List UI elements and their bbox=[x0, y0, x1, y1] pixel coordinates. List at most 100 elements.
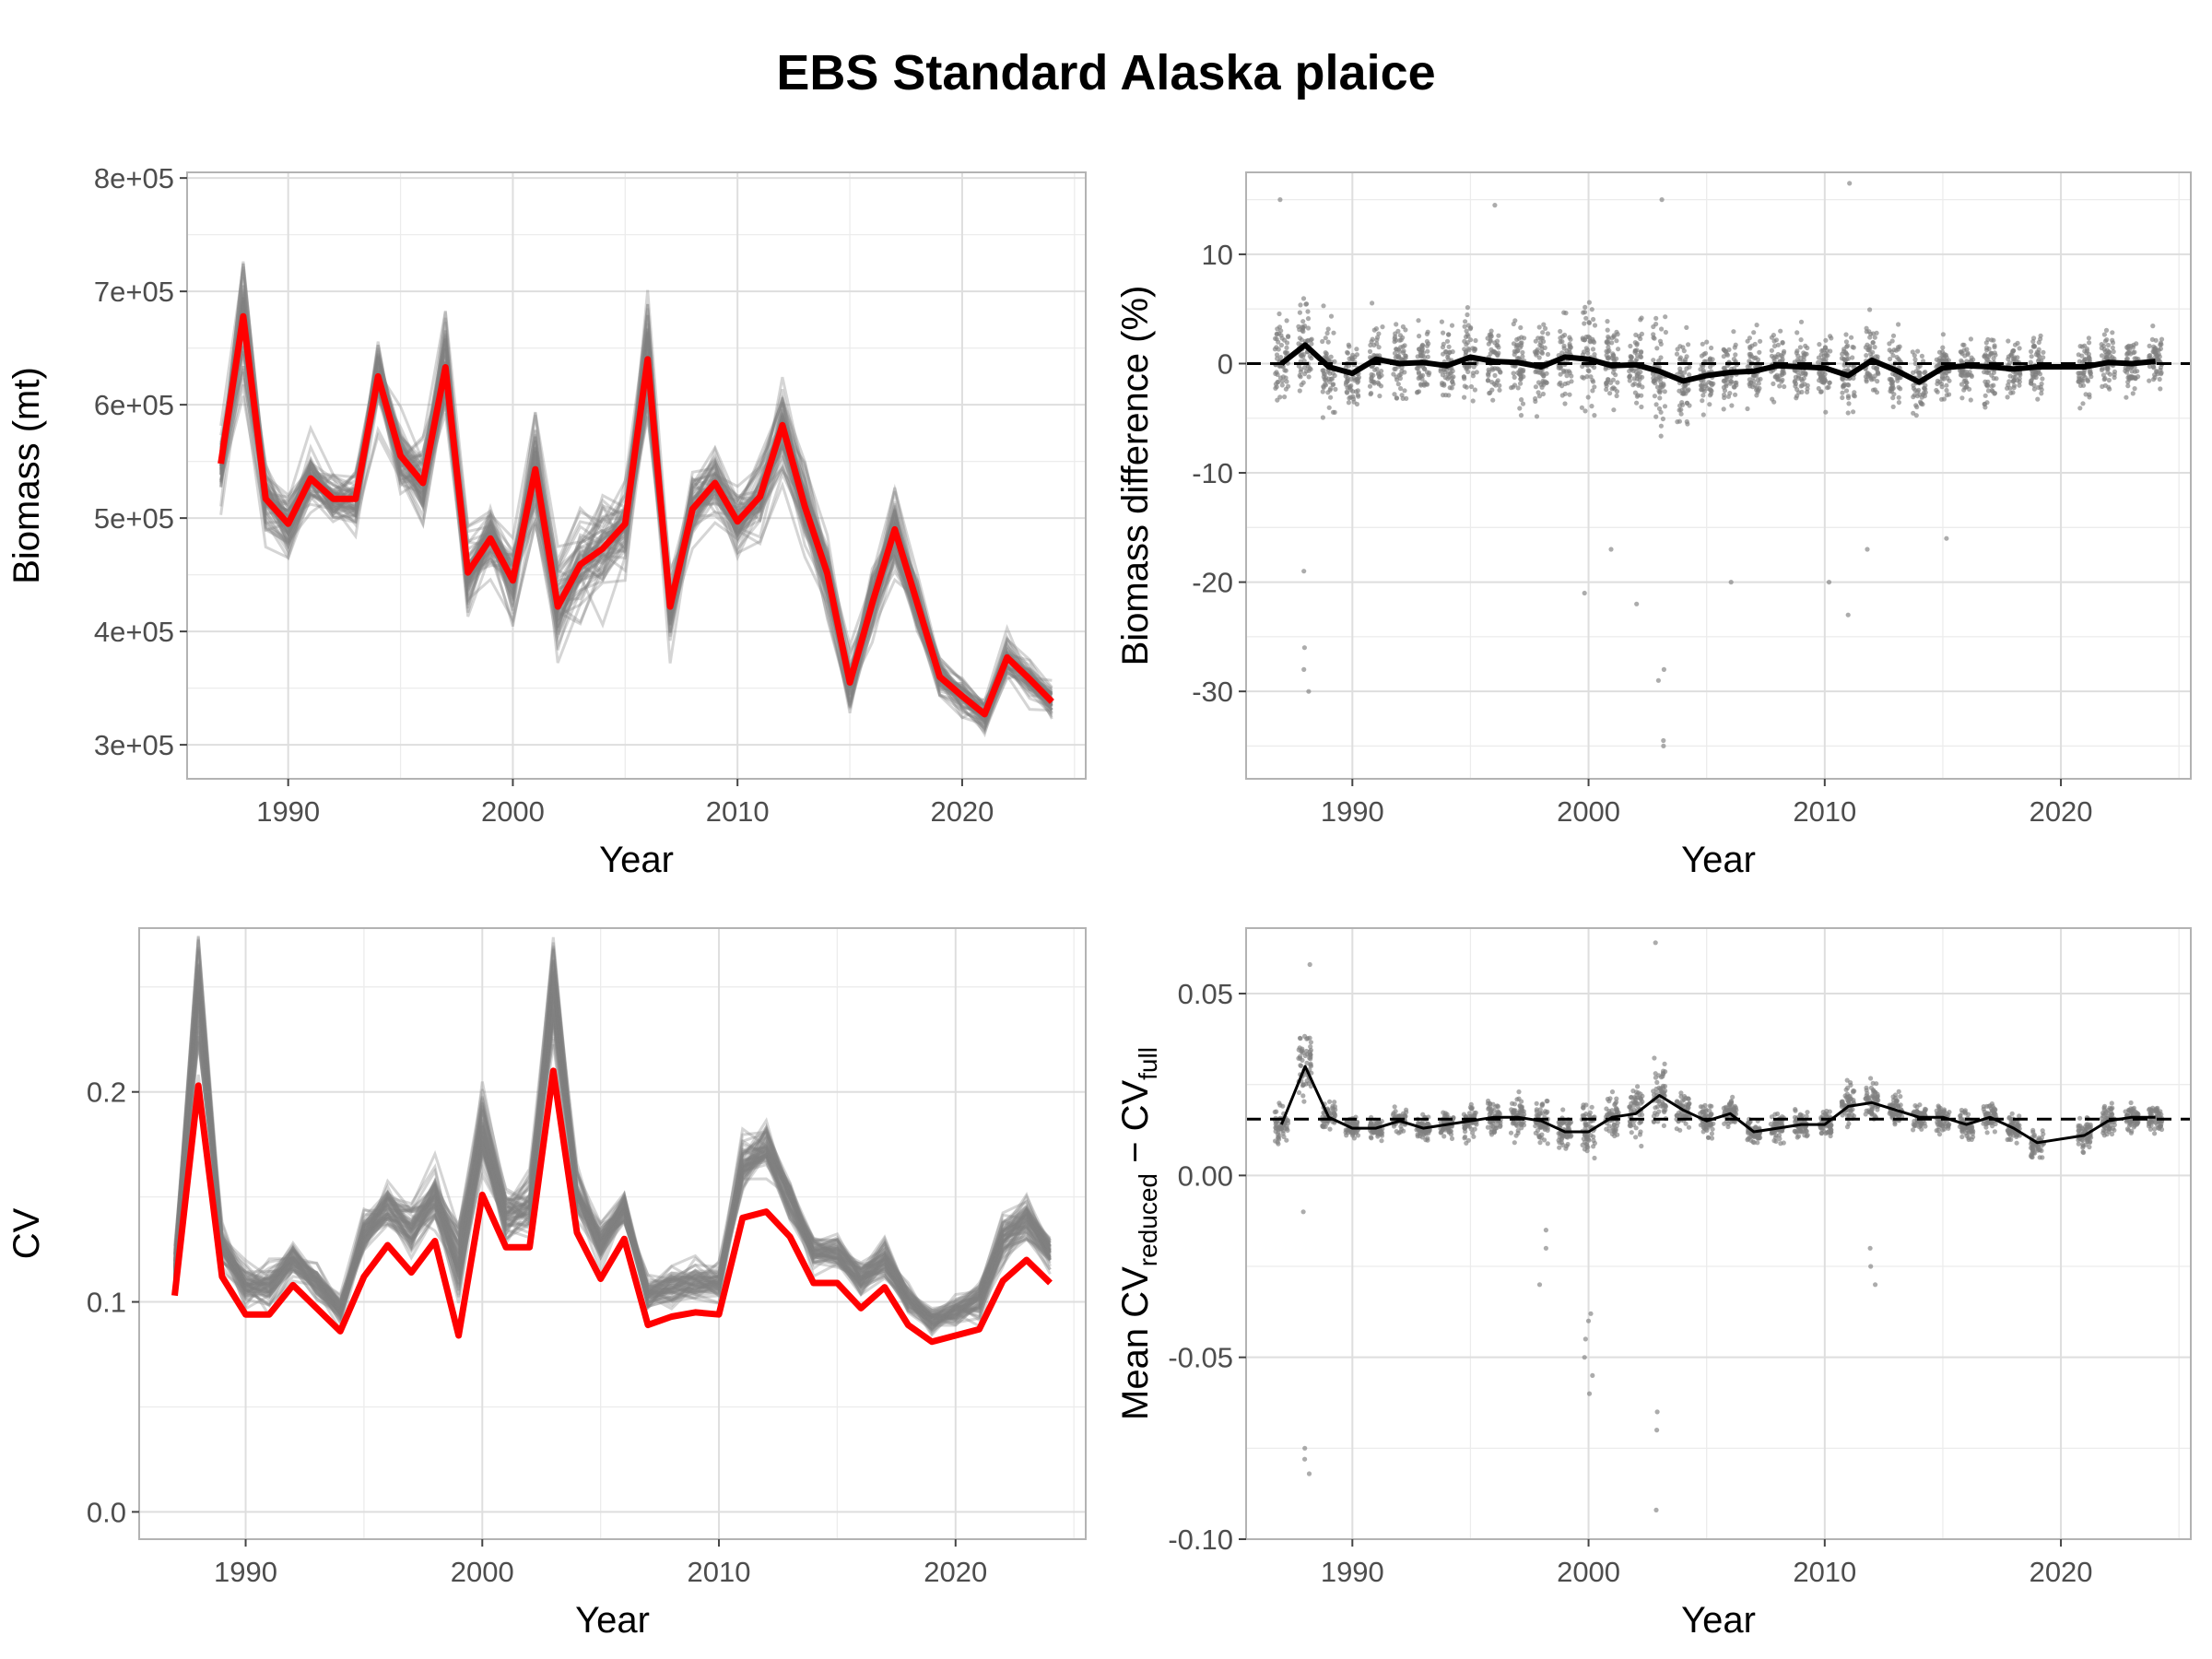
chart-2-point bbox=[1379, 369, 1384, 374]
chart-2-point bbox=[1465, 312, 1470, 318]
chart-4-point bbox=[1273, 1138, 1278, 1144]
chart-4-point bbox=[1488, 1123, 1494, 1128]
chart-4-point bbox=[1391, 1111, 1396, 1116]
chart-4-point bbox=[1300, 1093, 1306, 1099]
chart-2-point bbox=[2152, 375, 2158, 381]
chart-2-point bbox=[1566, 369, 1571, 374]
chart-4-outlier-point bbox=[1302, 1456, 1308, 1462]
chart-2-point bbox=[1511, 321, 1516, 327]
chart-2-point bbox=[2040, 376, 2045, 382]
chart-4-point bbox=[1657, 1100, 1663, 1106]
chart-4-point bbox=[1274, 1124, 1279, 1129]
chart-4-outlier-point bbox=[1653, 940, 1658, 946]
chart-2-point bbox=[1544, 380, 1549, 385]
chart-2-point bbox=[1441, 330, 1446, 335]
chart-2-point bbox=[1798, 383, 1804, 389]
chart-4-point bbox=[1981, 1106, 1986, 1112]
chart-3-replicate-line bbox=[173, 939, 1052, 1328]
chart-2-point bbox=[1369, 371, 1374, 377]
chart-4-outlier-point bbox=[1583, 1336, 1588, 1342]
chart-1-y-axis-title: Biomass (mt) bbox=[6, 367, 47, 584]
chart-4-point bbox=[1674, 1113, 1679, 1119]
chart-4-point bbox=[1703, 1113, 1709, 1119]
chart-2-point bbox=[1888, 389, 1895, 394]
chart-3-replicate-line bbox=[173, 982, 1052, 1318]
chart-4-point bbox=[1654, 1079, 1660, 1085]
chart-4-point bbox=[1732, 1106, 1737, 1112]
chart-2-point bbox=[1520, 349, 1525, 356]
chart-2-point bbox=[1402, 388, 1407, 394]
chart-4-point bbox=[1380, 1130, 1385, 1135]
chart-2-point bbox=[1583, 408, 1588, 414]
chart-4-point bbox=[1396, 1130, 1402, 1135]
chart-2-point bbox=[2106, 377, 2112, 383]
chart-2-point bbox=[1538, 343, 1545, 348]
chart-4-point bbox=[1557, 1145, 1562, 1150]
chart-2-point bbox=[1517, 406, 1523, 411]
chart-2-point bbox=[1300, 380, 1306, 385]
chart-2-point bbox=[1518, 381, 1524, 386]
chart-2-point bbox=[2034, 349, 2040, 355]
chart-4-point bbox=[1536, 1133, 1542, 1138]
chart-4-point bbox=[1328, 1110, 1334, 1115]
chart-4-point bbox=[1297, 1035, 1303, 1041]
chart-2-point bbox=[2086, 351, 2091, 357]
chart-2-point bbox=[1545, 351, 1551, 358]
chart-2-point bbox=[1654, 346, 1660, 351]
chart-2-point bbox=[1533, 398, 1538, 405]
chart-4-point bbox=[1332, 1100, 1337, 1105]
chart-2-point bbox=[1989, 383, 1994, 389]
chart-3-replicate-line bbox=[173, 995, 1052, 1324]
chart-2-point bbox=[1351, 399, 1357, 405]
chart-4-point bbox=[2136, 1112, 2141, 1117]
chart-3-replicate-line bbox=[173, 949, 1052, 1316]
chart-2-point bbox=[1539, 371, 1545, 377]
chart-2-point bbox=[1541, 338, 1547, 345]
chart-2-point bbox=[1321, 384, 1326, 390]
chart-4-point bbox=[1304, 1060, 1310, 1065]
chart-2-point bbox=[1274, 370, 1279, 375]
chart-4-point bbox=[1864, 1088, 1869, 1093]
chart-2-point bbox=[1801, 358, 1806, 363]
chart-2-point bbox=[2029, 378, 2034, 384]
chart-4-point bbox=[1560, 1107, 1566, 1112]
chart-2-point bbox=[1518, 413, 1524, 418]
chart-2-point bbox=[1348, 387, 1354, 393]
chart-2-point bbox=[1394, 322, 1399, 327]
chart-2-point bbox=[1330, 409, 1336, 415]
chart-2-point bbox=[2110, 330, 2115, 335]
chart-2-point bbox=[1823, 409, 1829, 415]
chart-4-outlier-point bbox=[1868, 1264, 1874, 1269]
chart-2-point bbox=[1464, 328, 1469, 334]
chart-2-point bbox=[2017, 346, 2022, 351]
chart-3-y-tick-label: 0.1 bbox=[87, 1287, 126, 1319]
chart-2-point bbox=[1474, 370, 1479, 375]
chart-2-point bbox=[1840, 390, 1845, 395]
chart-4-point bbox=[1793, 1128, 1798, 1134]
chart-2-point bbox=[1284, 345, 1289, 350]
chart-4-point bbox=[1276, 1135, 1281, 1140]
chart-4-point bbox=[1587, 1110, 1593, 1115]
chart-2-point bbox=[1851, 393, 1856, 398]
chart-2-point bbox=[1940, 345, 1946, 350]
chart-4-point bbox=[1827, 1109, 1832, 1114]
chart-4-y-axis-title-sub2: full bbox=[1134, 1047, 1162, 1080]
chart-4-point bbox=[1320, 1124, 1325, 1129]
chart-4-point bbox=[1544, 1099, 1549, 1104]
chart-2-point bbox=[1321, 303, 1326, 309]
chart-4-point bbox=[1912, 1123, 1917, 1128]
chart-2-point bbox=[1516, 335, 1522, 341]
chart-2-point bbox=[1634, 357, 1640, 362]
chart-4-point bbox=[2105, 1124, 2111, 1129]
chart-2-point bbox=[1607, 391, 1613, 396]
chart-2-point bbox=[1328, 313, 1335, 319]
chart-2-point bbox=[1733, 352, 1738, 358]
chart-2-point bbox=[2015, 355, 2020, 360]
chart-4-point bbox=[1656, 1073, 1662, 1078]
chart-2-point bbox=[1325, 339, 1331, 345]
chart-4-y-tick-label: 0.05 bbox=[1178, 978, 1233, 1010]
chart-4-point bbox=[1639, 1143, 1644, 1149]
chart-2-point bbox=[1345, 390, 1350, 395]
chart-3-replicate-line bbox=[173, 948, 1052, 1319]
chart-2-point bbox=[1462, 394, 1467, 400]
